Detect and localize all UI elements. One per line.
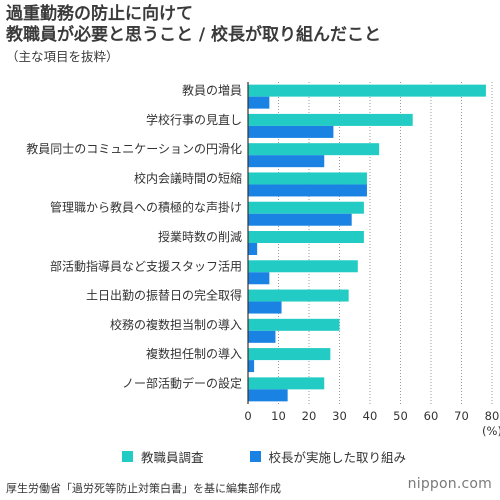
bar-principal-actions xyxy=(248,184,367,197)
x-tick-label: 0 xyxy=(244,409,251,423)
legend-swatch-principal-actions xyxy=(249,451,261,462)
legend-label-principal-actions: 校長が実施した取り組み xyxy=(268,450,407,465)
bar-teacher-survey xyxy=(248,143,380,156)
bar-principal-actions xyxy=(248,360,255,373)
chart-title-line-1: 過重勤務の防止に向けて xyxy=(6,4,193,24)
bar-teacher-survey xyxy=(248,113,413,126)
legend-swatch-teacher-survey xyxy=(122,451,133,462)
bar-principal-actions xyxy=(248,243,258,255)
bar-principal-actions xyxy=(248,330,276,343)
source-note: 厚生労働省「過労死等防止対策白書」を基に編集部作成 xyxy=(6,482,281,495)
bar-principal-actions xyxy=(248,301,282,314)
x-tick-label: 40 xyxy=(363,409,378,423)
bar-chart: 0 10 20 30 40 50 60 70 80(%) 教員の増員学校行事の見直し教員同士のコ… xyxy=(26,82,500,438)
bar-teacher-survey xyxy=(248,84,486,97)
category-label: 学校行事の見直し xyxy=(146,112,242,127)
bar-principal-actions xyxy=(248,213,352,226)
bar-principal-actions xyxy=(248,125,334,138)
x-tick-label: 30 xyxy=(332,409,347,423)
chart-legend: 教職員調査 校長が実施した取り組み xyxy=(122,447,452,466)
x-tick-label: 20 xyxy=(302,409,317,423)
category-label: 教員の増員 xyxy=(182,83,242,98)
bar-teacher-survey xyxy=(248,201,364,214)
legend-item-principal-actions: 校長が実施した取り組み xyxy=(249,447,407,466)
bar-teacher-survey xyxy=(248,231,364,243)
bar-teacher-survey xyxy=(248,172,367,185)
brand-logo-text: nippon.com xyxy=(407,476,492,492)
chart-category-labels: 教員の増員学校行事の見直し教員同士のコミュニケーションの円滑化校内会議時間の短縮… xyxy=(26,83,242,391)
category-label: 管理職から教員への積極的な声掛け xyxy=(50,200,242,215)
category-label: 部活動指導員など支援スタッフ活用 xyxy=(50,258,242,273)
category-label: 複数担任制の導入 xyxy=(146,346,242,361)
bar-teacher-survey xyxy=(248,260,358,273)
category-label: 土日出勤の振替日の完全取得 xyxy=(86,288,242,303)
bar-teacher-survey xyxy=(248,289,349,302)
category-label: 教員同士のコミュニケーションの円滑化 xyxy=(26,141,242,156)
chart-subtitle: （主な項目を抜粋） xyxy=(6,49,119,64)
x-tick-label: 50 xyxy=(393,409,408,423)
bar-principal-actions xyxy=(248,272,270,285)
x-axis-unit-label: (%) xyxy=(482,424,500,438)
x-tick-label: 60 xyxy=(424,409,439,423)
legend-label-teacher-survey: 教職員調査 xyxy=(141,450,204,465)
legend-item-teacher-survey: 教職員調査 xyxy=(122,447,204,466)
x-tick-label: 80 xyxy=(485,409,500,423)
chart-title-line-2: 教職員が必要と思うこと / 校長が取り組んだこと xyxy=(6,25,382,45)
bar-principal-actions xyxy=(248,389,288,402)
bar-principal-actions xyxy=(248,155,325,168)
x-tick-label: 70 xyxy=(454,409,469,423)
chart-axes: 0 10 20 30 40 50 60 70 80(%) xyxy=(244,82,500,438)
chart-bars xyxy=(248,84,486,402)
category-label: 授業時数の削減 xyxy=(158,229,242,244)
category-label: ノー部活動デーの設定 xyxy=(122,375,242,390)
category-label: 校内会議時間の短縮 xyxy=(134,170,242,185)
category-label: 校務の複数担当制の導入 xyxy=(110,317,242,332)
bar-teacher-survey xyxy=(248,348,331,361)
bar-teacher-survey xyxy=(248,318,340,331)
chart-title-block: 過重勤務の防止に向けて 教職員が必要と思うこと / 校長が取り組んだこと （主な… xyxy=(6,4,496,66)
bar-principal-actions xyxy=(248,96,270,109)
x-tick-label: 10 xyxy=(271,409,286,423)
bar-teacher-survey xyxy=(248,377,325,390)
